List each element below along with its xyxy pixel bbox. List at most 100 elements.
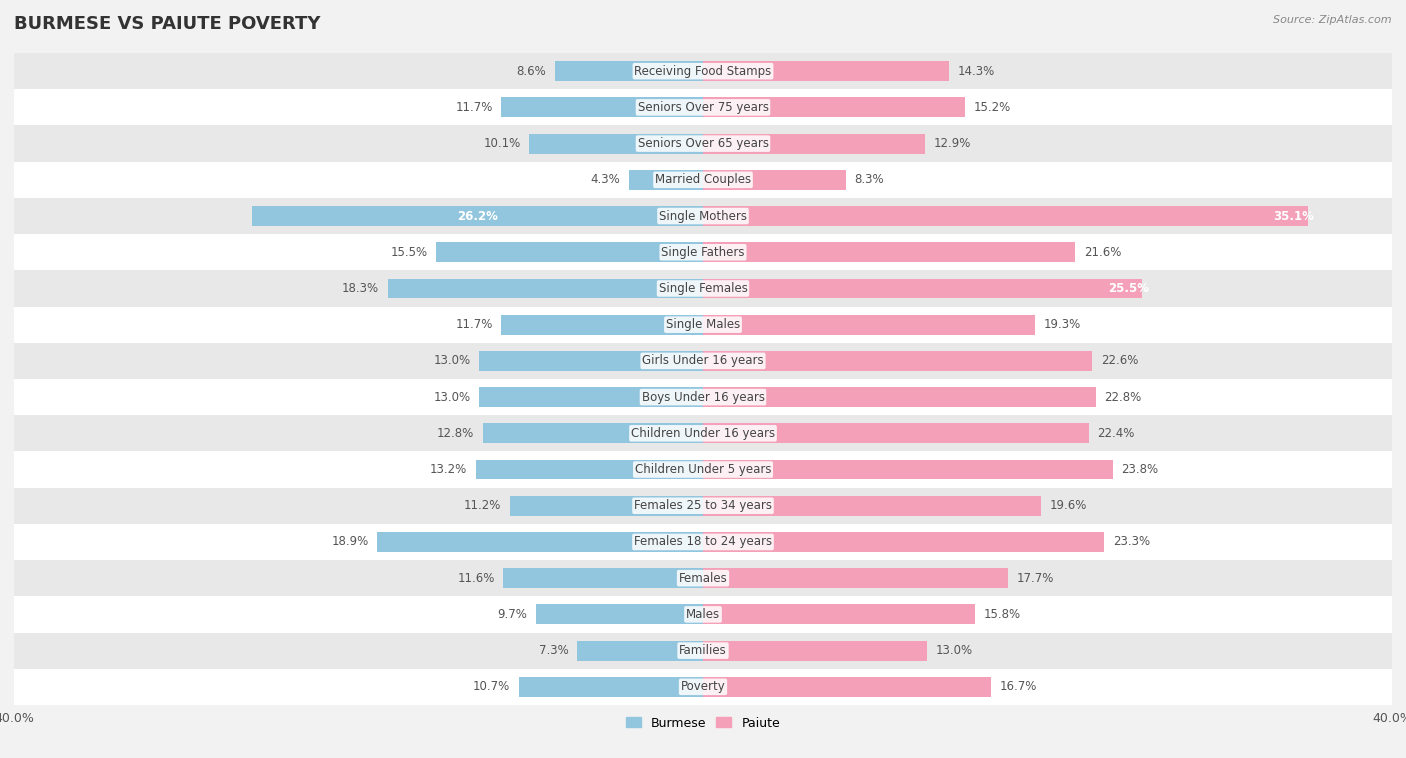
Bar	[14, 89, 1392, 126]
Text: Source: ZipAtlas.com: Source: ZipAtlas.com	[1274, 15, 1392, 25]
Text: 4.3%: 4.3%	[591, 174, 620, 186]
Text: Single Males: Single Males	[666, 318, 740, 331]
Bar	[479, 387, 703, 407]
Text: 15.5%: 15.5%	[391, 246, 427, 258]
Text: 13.0%: 13.0%	[935, 644, 973, 657]
Text: 21.6%: 21.6%	[1084, 246, 1121, 258]
Bar	[703, 424, 1088, 443]
Text: 10.1%: 10.1%	[484, 137, 520, 150]
Bar	[14, 161, 1392, 198]
Text: 18.9%: 18.9%	[332, 535, 368, 549]
Bar	[14, 669, 1392, 705]
Text: Boys Under 16 years: Boys Under 16 years	[641, 390, 765, 403]
Bar	[703, 351, 1092, 371]
Bar	[703, 61, 949, 81]
Text: Seniors Over 65 years: Seniors Over 65 years	[637, 137, 769, 150]
Text: 7.3%: 7.3%	[538, 644, 568, 657]
Bar	[14, 487, 1392, 524]
Bar	[703, 133, 925, 154]
Text: 8.3%: 8.3%	[855, 174, 884, 186]
Text: Receiving Food Stamps: Receiving Food Stamps	[634, 64, 772, 77]
Bar	[14, 524, 1392, 560]
Bar	[479, 351, 703, 371]
Text: Children Under 16 years: Children Under 16 years	[631, 427, 775, 440]
Text: Females 25 to 34 years: Females 25 to 34 years	[634, 500, 772, 512]
Text: 12.8%: 12.8%	[437, 427, 474, 440]
Bar	[703, 604, 976, 625]
Text: Single Fathers: Single Fathers	[661, 246, 745, 258]
Bar	[14, 415, 1392, 452]
Text: 11.6%: 11.6%	[457, 572, 495, 584]
Text: 23.8%: 23.8%	[1122, 463, 1159, 476]
Text: Seniors Over 75 years: Seniors Over 75 years	[637, 101, 769, 114]
Bar	[703, 98, 965, 117]
Text: 15.2%: 15.2%	[973, 101, 1011, 114]
Text: Married Couples: Married Couples	[655, 174, 751, 186]
Text: 13.0%: 13.0%	[433, 355, 471, 368]
Bar	[503, 568, 703, 588]
Bar	[703, 496, 1040, 515]
Bar	[14, 379, 1392, 415]
Text: 13.2%: 13.2%	[430, 463, 467, 476]
Bar	[519, 677, 703, 697]
Bar	[14, 632, 1392, 669]
Bar	[703, 568, 1008, 588]
Bar	[703, 278, 1142, 299]
Text: 17.7%: 17.7%	[1017, 572, 1054, 584]
Text: 22.4%: 22.4%	[1098, 427, 1135, 440]
Bar	[14, 343, 1392, 379]
Text: 13.0%: 13.0%	[433, 390, 471, 403]
Bar	[252, 206, 703, 226]
Bar	[14, 53, 1392, 89]
Bar	[703, 459, 1114, 480]
Bar	[502, 98, 703, 117]
Bar	[14, 198, 1392, 234]
Bar	[14, 597, 1392, 632]
Bar	[703, 677, 991, 697]
Bar	[14, 271, 1392, 306]
Text: Families: Families	[679, 644, 727, 657]
Bar	[703, 170, 846, 190]
Text: 23.3%: 23.3%	[1114, 535, 1150, 549]
Text: 26.2%: 26.2%	[457, 209, 498, 223]
Text: 10.7%: 10.7%	[472, 681, 510, 694]
Text: Females: Females	[679, 572, 727, 584]
Bar	[703, 206, 1308, 226]
Text: 35.1%: 35.1%	[1274, 209, 1315, 223]
Bar	[703, 387, 1095, 407]
Text: 22.6%: 22.6%	[1101, 355, 1139, 368]
Bar	[377, 532, 703, 552]
Text: 8.6%: 8.6%	[516, 64, 547, 77]
Bar	[529, 133, 703, 154]
Text: 19.3%: 19.3%	[1045, 318, 1081, 331]
Text: Single Mothers: Single Mothers	[659, 209, 747, 223]
Bar	[578, 641, 703, 660]
Text: Poverty: Poverty	[681, 681, 725, 694]
Text: Girls Under 16 years: Girls Under 16 years	[643, 355, 763, 368]
Bar	[510, 496, 703, 515]
Bar	[475, 459, 703, 480]
Text: 18.3%: 18.3%	[342, 282, 380, 295]
Bar	[14, 560, 1392, 597]
Bar	[14, 234, 1392, 271]
Text: 12.9%: 12.9%	[934, 137, 972, 150]
Bar	[555, 61, 703, 81]
Text: 11.2%: 11.2%	[464, 500, 502, 512]
Text: 25.5%: 25.5%	[1108, 282, 1149, 295]
Bar	[628, 170, 703, 190]
Bar	[703, 243, 1076, 262]
Legend: Burmese, Paiute: Burmese, Paiute	[621, 712, 785, 735]
Text: BURMESE VS PAIUTE POVERTY: BURMESE VS PAIUTE POVERTY	[14, 15, 321, 33]
Bar	[703, 315, 1035, 334]
Text: 14.3%: 14.3%	[957, 64, 995, 77]
Text: 11.7%: 11.7%	[456, 318, 494, 331]
Bar	[14, 306, 1392, 343]
Text: Males: Males	[686, 608, 720, 621]
Bar	[703, 641, 927, 660]
Bar	[502, 315, 703, 334]
Bar	[703, 532, 1104, 552]
Text: 22.8%: 22.8%	[1104, 390, 1142, 403]
Bar	[14, 126, 1392, 161]
Text: Single Females: Single Females	[658, 282, 748, 295]
Bar	[436, 243, 703, 262]
